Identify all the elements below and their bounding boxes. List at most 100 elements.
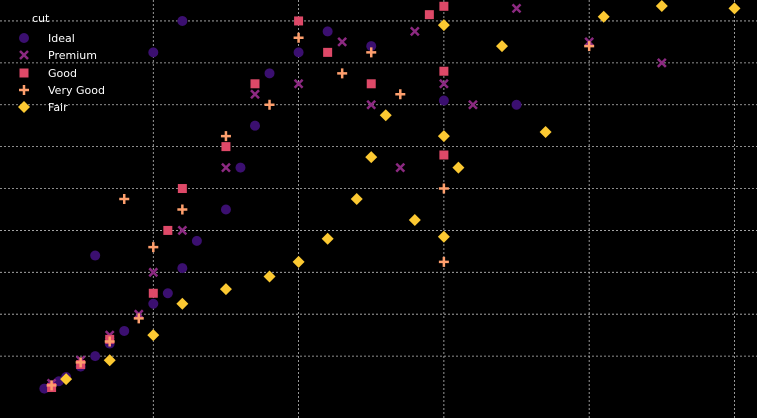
data-point-ideal <box>177 15 188 26</box>
data-points <box>39 0 741 394</box>
legend-item-very-good: Very Good <box>19 84 105 97</box>
legend-marker-premium <box>19 50 29 60</box>
data-point-very-good <box>395 89 406 100</box>
data-point-fair <box>60 373 73 386</box>
legend-label-good: Good <box>48 67 77 80</box>
data-point-very-good <box>46 380 57 391</box>
data-point-good <box>323 47 333 57</box>
data-point-fair <box>219 283 232 296</box>
legend-marker-ideal <box>19 33 29 43</box>
data-point-fair <box>292 255 305 268</box>
data-point-fair <box>176 297 189 310</box>
data-point-fair <box>496 40 508 53</box>
data-point-good <box>424 10 434 20</box>
data-point-good <box>294 16 304 26</box>
legend-marker-good <box>19 68 29 78</box>
legend-item-fair: Fair <box>18 101 68 114</box>
data-point-fair <box>379 109 392 122</box>
data-point-ideal <box>438 95 449 106</box>
data-point-very-good <box>104 336 115 347</box>
data-point-very-good <box>584 41 595 52</box>
data-point-premium <box>177 225 188 236</box>
data-point-premium <box>656 57 667 68</box>
data-point-ideal <box>148 298 159 309</box>
data-point-good <box>148 288 158 298</box>
data-point-very-good <box>133 313 144 324</box>
data-point-fair <box>437 130 450 143</box>
data-point-ideal <box>293 47 304 58</box>
data-point-fair <box>728 2 741 15</box>
legend-item-ideal: Ideal <box>19 32 75 45</box>
legend-title: cut <box>32 12 50 25</box>
data-point-good <box>439 1 449 11</box>
data-point-fair <box>365 151 378 164</box>
legend-item-good: Good <box>19 67 77 80</box>
legend-label-premium: Premium <box>48 49 97 62</box>
data-point-ideal <box>191 235 202 246</box>
data-point-fair <box>597 10 610 23</box>
data-point-very-good <box>293 32 304 43</box>
data-point-premium <box>395 162 406 173</box>
legend-marker-very-good <box>19 85 29 95</box>
data-point-very-good <box>148 242 159 253</box>
data-point-ideal <box>250 120 260 131</box>
data-point-good <box>177 184 187 194</box>
data-point-very-good <box>220 131 231 142</box>
data-point-good <box>439 66 449 76</box>
data-point-premium <box>293 78 304 89</box>
data-point-ideal <box>511 99 522 110</box>
data-point-fair <box>321 232 334 245</box>
data-point-premium <box>148 267 159 278</box>
data-point-fair <box>655 0 668 12</box>
data-point-good <box>366 79 376 89</box>
data-point-ideal <box>90 250 101 261</box>
data-point-premium <box>511 3 522 14</box>
data-point-ideal <box>322 26 333 37</box>
data-point-ideal <box>162 288 173 299</box>
legend: cut Ideal Premium Good Very Good Fair <box>18 12 105 114</box>
data-point-ideal <box>220 204 231 215</box>
data-point-very-good <box>119 194 130 204</box>
data-point-fair <box>103 354 116 367</box>
data-point-ideal <box>90 351 101 362</box>
legend-label-fair: Fair <box>48 101 68 114</box>
legend-label-very-good: Very Good <box>48 84 105 97</box>
data-point-very-good <box>264 99 275 110</box>
data-point-premium <box>438 78 449 89</box>
data-point-fair <box>408 213 421 226</box>
data-point-ideal <box>235 162 246 173</box>
data-point-good <box>439 150 449 160</box>
legend-item-premium: Premium <box>19 49 97 62</box>
data-point-fair <box>147 329 160 342</box>
legend-marker-fair <box>18 101 30 113</box>
data-point-very-good <box>438 183 449 194</box>
data-point-fair <box>539 125 552 138</box>
data-point-premium <box>409 26 420 37</box>
data-point-good <box>221 142 231 152</box>
data-point-fair <box>437 19 450 32</box>
data-point-very-good <box>366 47 377 58</box>
data-point-ideal <box>119 325 130 336</box>
data-point-ideal <box>366 41 377 52</box>
data-point-ideal <box>264 68 275 79</box>
data-point-fair <box>452 161 465 174</box>
data-point-ideal <box>177 263 188 274</box>
data-point-very-good <box>75 357 86 368</box>
data-point-very-good <box>177 204 188 215</box>
data-point-premium <box>221 162 231 173</box>
data-point-premium <box>250 89 260 100</box>
data-point-premium <box>366 99 377 110</box>
data-point-premium <box>337 37 348 47</box>
data-point-very-good <box>438 256 449 267</box>
data-point-premium <box>468 99 478 110</box>
legend-label-ideal: Ideal <box>48 32 75 45</box>
data-point-ideal <box>148 47 159 58</box>
data-point-good <box>163 225 173 235</box>
data-point-good <box>250 79 260 89</box>
data-point-fair <box>350 193 363 205</box>
data-point-very-good <box>337 68 348 79</box>
data-point-fair <box>263 270 276 283</box>
data-point-fair <box>437 230 450 243</box>
